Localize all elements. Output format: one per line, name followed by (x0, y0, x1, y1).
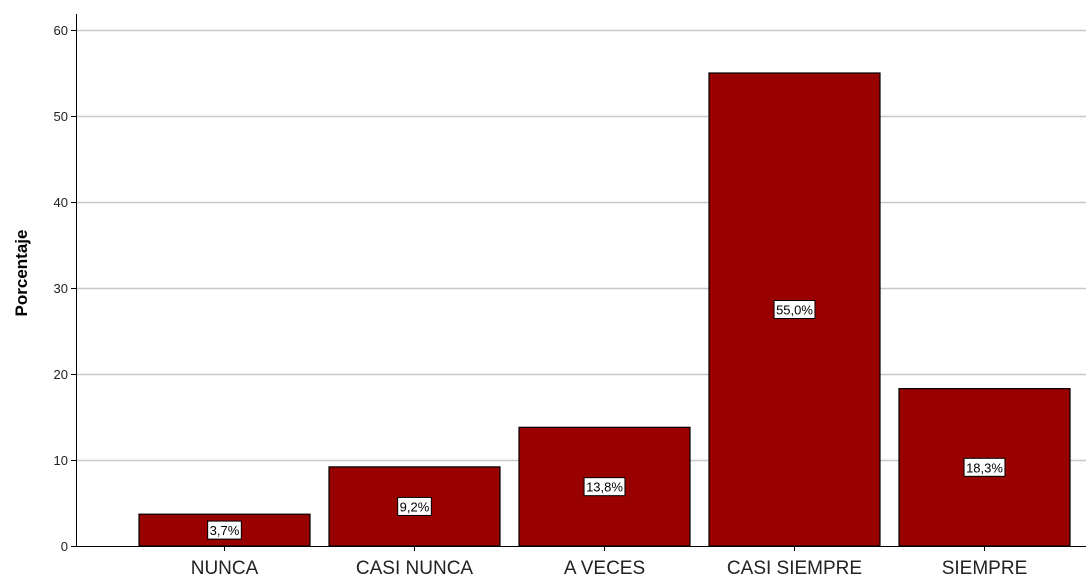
data-label: 55,0% (773, 300, 816, 319)
y-tick-label: 30 (54, 281, 68, 296)
y-tick-label: 10 (54, 453, 68, 468)
data-label-box (397, 496, 432, 516)
y-tick-label: 0 (61, 539, 68, 554)
bars (138, 72, 1071, 547)
data-label: 9,2% (397, 496, 432, 516)
data-label-text: 3,7% (210, 523, 240, 538)
y-tick-label: 40 (54, 195, 68, 210)
data-label-text: 9,2% (400, 499, 430, 514)
bar-a-veces (518, 426, 691, 547)
y-axis-title: Porcentaje (12, 230, 31, 317)
y-tick-label: 20 (54, 367, 68, 382)
y-tick-label: 50 (54, 109, 68, 124)
data-label-text: 18,3% (966, 460, 1003, 475)
x-tick-label: CASI SIEMPRE (727, 558, 862, 576)
data-label: 13,8% (583, 477, 626, 497)
data-label-box (583, 477, 626, 497)
data-label-text: 55,0% (776, 303, 813, 318)
x-tick-label: A VECES (564, 558, 645, 576)
data-labels: 3,7% 9,2% 13,8% 55,0% 18,3% (207, 300, 1006, 540)
data-label-box (773, 300, 816, 319)
data-label: 3,7% (207, 520, 242, 540)
x-tick-label: NUNCA (191, 558, 259, 576)
data-label-box (963, 457, 1006, 477)
data-label-text: 13,8% (586, 480, 623, 495)
x-tick-label: SIEMPRE (942, 558, 1028, 576)
data-label: 18,3% (963, 457, 1006, 477)
y-tick-label: 60 (54, 23, 68, 38)
data-label-box (207, 520, 242, 540)
x-tick-label: CASI NUNCA (356, 558, 474, 576)
